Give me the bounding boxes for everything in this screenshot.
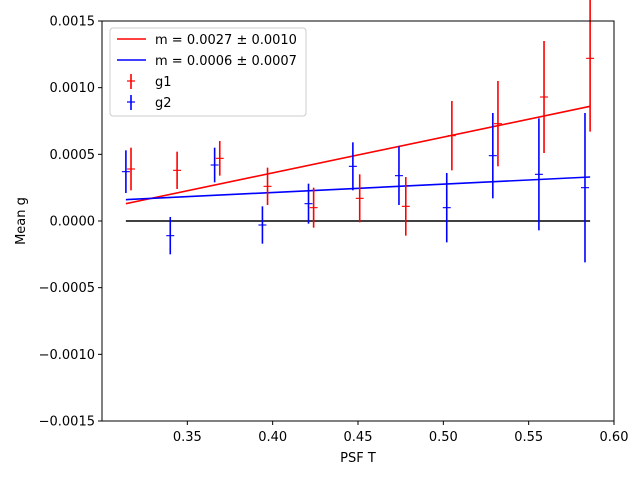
y-axis: −0.0015 −0.0010 −0.0005 0.0000 0.0005 0.0010 0… bbox=[39, 15, 102, 430]
y-axis-label: Mean g bbox=[14, 197, 29, 245]
legend-frame bbox=[109, 27, 307, 117]
legend-label-g2: g2 bbox=[155, 96, 172, 111]
y-tick-label: 0.0015 bbox=[50, 15, 96, 30]
y-tick-label: 0.0005 bbox=[50, 148, 96, 163]
x-tick-label: 0.50 bbox=[429, 430, 458, 445]
x-tick-label: 0.60 bbox=[600, 430, 629, 445]
x-axis: 0.35 0.40 0.45 0.50 0.55 0.60 bbox=[173, 421, 629, 445]
legend-label-fit-red: m = 0.0027 ± 0.0010 bbox=[155, 33, 297, 48]
y-tick-label: 0.0000 bbox=[50, 215, 96, 230]
x-tick-label: 0.35 bbox=[173, 430, 202, 445]
fit-line-blue bbox=[125, 176, 591, 201]
y-tick-label: 0.0010 bbox=[50, 81, 96, 96]
y-tick-label: −0.0015 bbox=[39, 415, 95, 430]
x-tick-label: 0.55 bbox=[514, 430, 543, 445]
legend: m = 0.0027 ± 0.0010 m = 0.0006 ± 0.0007 … bbox=[109, 27, 307, 117]
x-tick-label: 0.40 bbox=[258, 430, 287, 445]
legend-label-fit-blue: m = 0.0006 ± 0.0007 bbox=[155, 54, 297, 69]
x-axis-label: PSF T bbox=[340, 451, 376, 466]
y-tick-label: −0.0005 bbox=[39, 281, 95, 296]
plot-area bbox=[121, 0, 595, 263]
x-tick-label: 0.45 bbox=[344, 430, 373, 445]
legend-label-g1: g1 bbox=[155, 75, 172, 90]
fit-line-red bbox=[125, 105, 591, 205]
y-tick-label: −0.0010 bbox=[39, 348, 95, 363]
